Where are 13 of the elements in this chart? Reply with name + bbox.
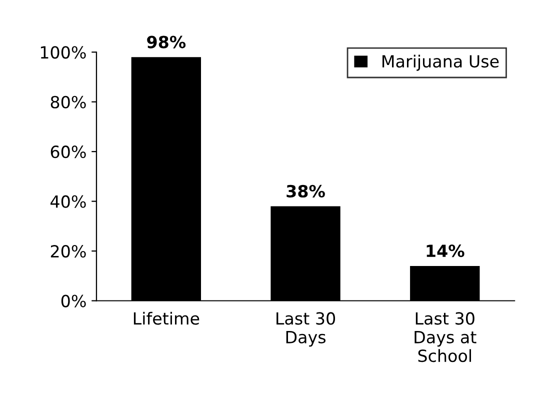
y-tick-label: 60% (50, 146, 86, 158)
y-tick-label: 80% (50, 96, 86, 108)
x-tick-label: Lifetime (134, 312, 200, 325)
y-tick-label: 100% (40, 46, 86, 59)
text: 14% (426, 244, 464, 258)
legend-label: Marijuana Use (382, 54, 499, 71)
y-tick-label: 0% (61, 294, 86, 308)
text: 38% (286, 184, 325, 198)
x-tick-label: Last 30 Days (276, 312, 336, 347)
text: 98% (147, 36, 186, 48)
y-tick-label: 20% (50, 244, 86, 258)
x-tick-label: Last 30 Days at School (414, 312, 476, 362)
y-tick-label: 40% (50, 195, 86, 208)
